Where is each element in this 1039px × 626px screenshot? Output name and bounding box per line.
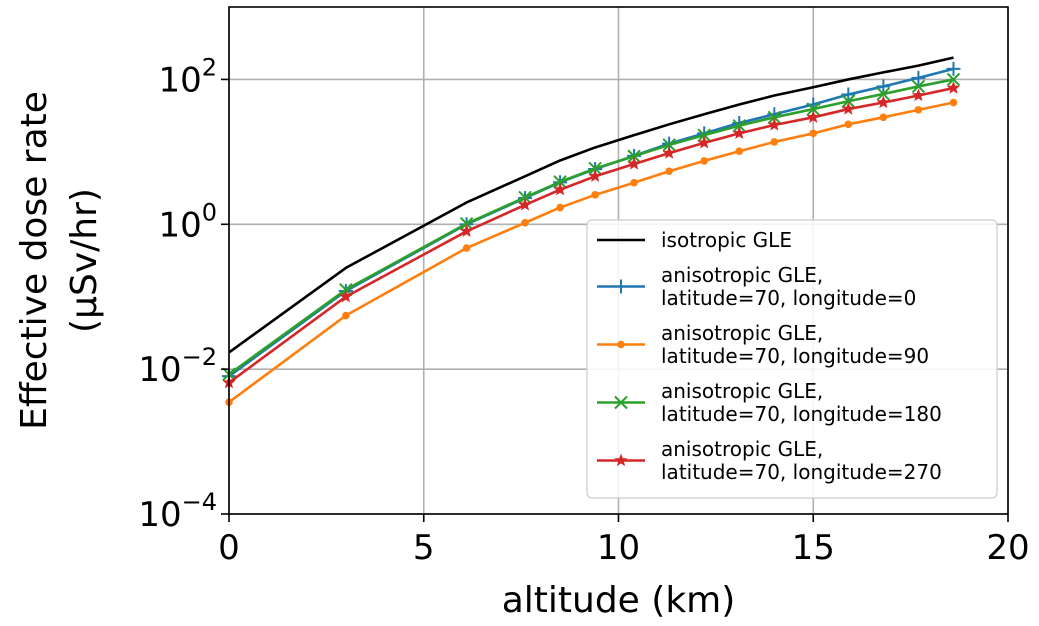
y-tick-label: 10−4	[138, 488, 217, 535]
y-tick-label: 100	[158, 198, 217, 245]
data-point	[771, 138, 779, 146]
y-axis-title-line2: (μSv/hr)	[64, 188, 105, 333]
data-point	[876, 79, 890, 93]
data-point	[630, 179, 638, 187]
data-point	[880, 113, 888, 121]
y-tick-exponent: −2	[182, 343, 217, 371]
x-tick-label: 5	[413, 528, 435, 568]
y-tick-base: 10	[138, 350, 181, 390]
legend-label: latitude=70, longitude=270	[661, 460, 942, 484]
data-point	[665, 167, 673, 175]
data-point	[556, 204, 564, 212]
y-tick-base: 10	[158, 60, 201, 100]
x-axis: 0 5 10 15 20	[218, 514, 1029, 568]
y-axis-title-line1: Effective dose rate	[14, 91, 55, 430]
x-tick-label: 20	[986, 528, 1029, 568]
legend-label: latitude=70, longitude=90	[661, 344, 929, 368]
data-point	[700, 157, 708, 165]
data-point	[463, 244, 471, 252]
x-tick-label: 10	[597, 528, 640, 568]
x-tick-label: 0	[218, 528, 240, 568]
y-tick-label: 10−2	[138, 343, 217, 390]
data-point	[915, 106, 923, 114]
data-point	[842, 102, 855, 115]
legend-label: anisotropic GLE,	[661, 321, 823, 345]
legend-label: anisotropic GLE,	[661, 437, 823, 461]
y-tick-exponent: −4	[182, 488, 217, 516]
data-point	[845, 121, 853, 129]
legend-label: anisotropic GLE,	[661, 379, 823, 403]
legend-label: latitude=70, longitude=180	[661, 402, 942, 426]
y-tick-label: 102	[158, 53, 217, 100]
data-point	[809, 130, 817, 138]
y-axis-title: Effective dose rate (μSv/hr)	[14, 91, 105, 430]
y-tick-exponent: 0	[202, 198, 217, 226]
y-tick-base: 10	[138, 495, 181, 535]
data-point	[662, 146, 675, 159]
legend-marker	[617, 341, 625, 349]
legend-label: isotropic GLE	[661, 228, 792, 252]
data-point	[342, 312, 350, 320]
y-tick-base: 10	[158, 205, 201, 245]
data-point	[950, 99, 958, 107]
y-tick-exponent: 2	[202, 53, 217, 81]
legend-label: latitude=70, longitude=0	[661, 286, 916, 310]
x-axis-title: altitude (km)	[502, 580, 736, 621]
legend-label: anisotropic GLE,	[661, 263, 823, 287]
x-tick-label: 15	[792, 528, 835, 568]
data-point	[768, 118, 781, 131]
data-point	[521, 219, 529, 227]
data-point	[591, 191, 599, 199]
data-point	[735, 147, 743, 155]
